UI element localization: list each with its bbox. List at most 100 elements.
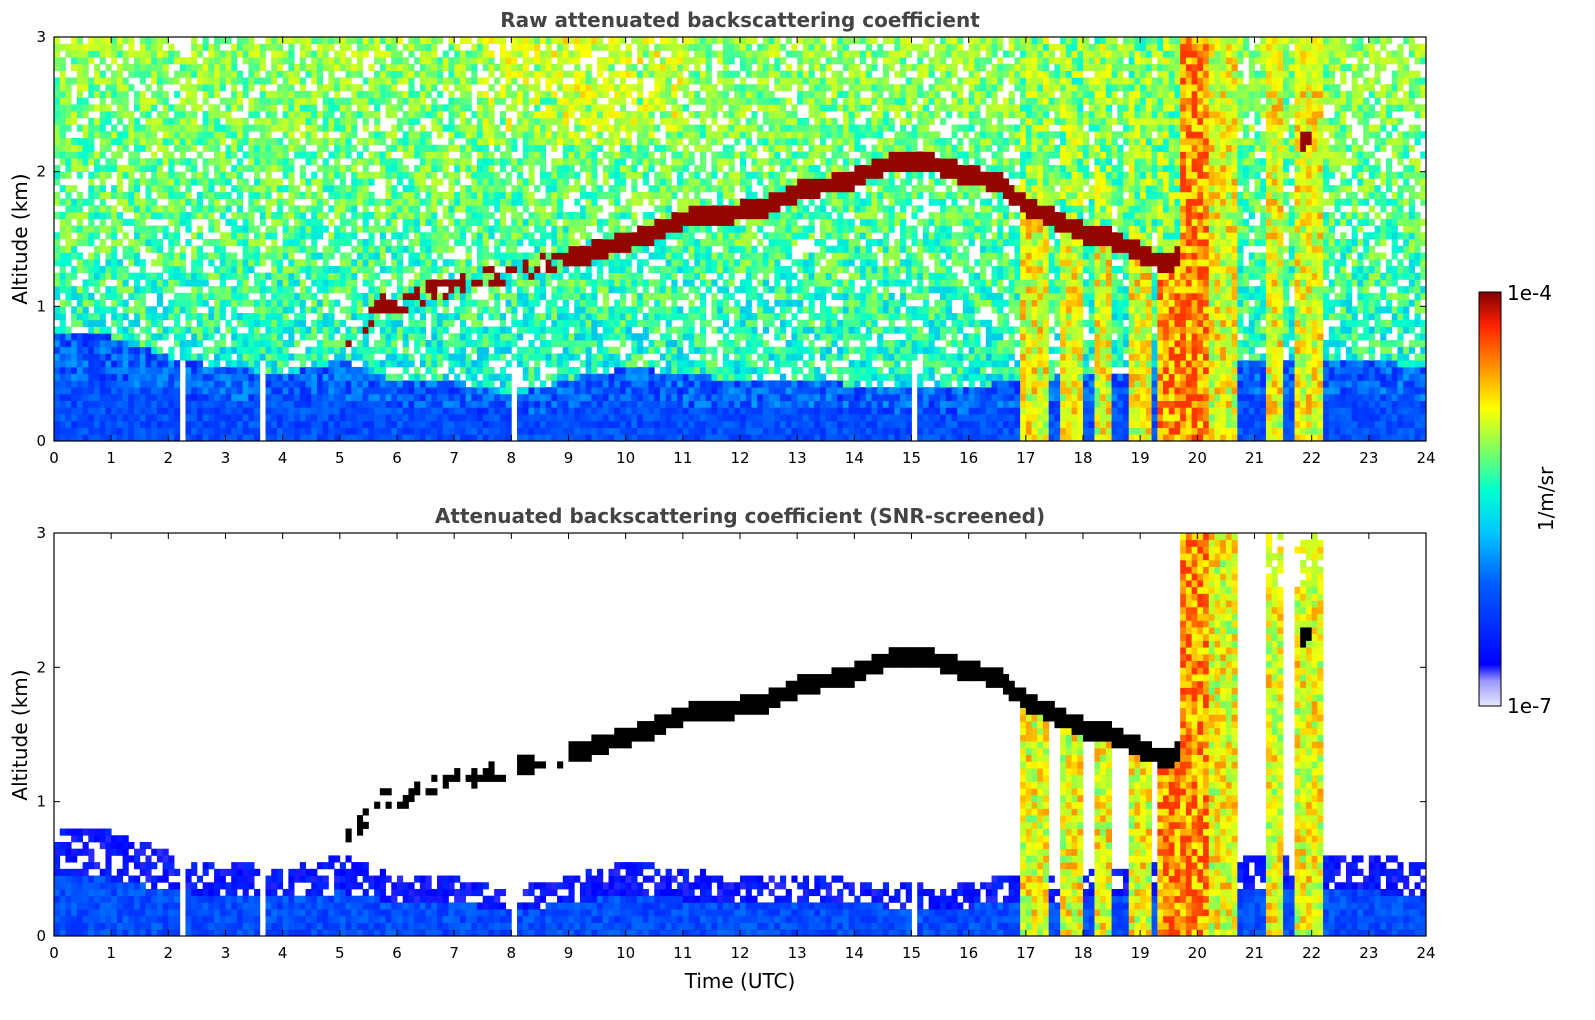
heatmap-cell [483,50,489,57]
heatmap-cell [368,286,374,293]
heatmap-cell [157,98,163,105]
heatmap-cell [340,394,346,401]
heatmap-cell [306,347,312,354]
heatmap-cell [551,185,557,192]
heatmap-cell [174,293,180,300]
heatmap-cell [557,380,563,387]
heatmap-cell [448,71,454,78]
heatmap-cell [191,387,197,394]
heatmap-cell [374,421,380,428]
heatmap-cell [288,131,294,138]
heatmap-cell [494,138,500,145]
heatmap-cell [220,306,226,313]
heatmap-cell [431,226,437,233]
heatmap-cell [123,125,129,132]
heatmap-cell [448,333,454,340]
heatmap-cell [551,104,557,111]
heatmap-cell [431,232,437,239]
heatmap-cell [168,239,174,246]
heatmap-cell [437,57,443,64]
heatmap-cell [471,367,477,374]
heatmap-cell [454,286,460,293]
heatmap-cell [203,394,209,401]
heatmap-cell [551,333,557,340]
heatmap-cell [346,232,352,239]
heatmap-cell [351,192,357,199]
heatmap-cell [311,212,317,219]
heatmap-cell [197,320,203,327]
heatmap-cell [168,306,174,313]
heatmap-cell [454,232,460,239]
heatmap-cell [54,64,60,71]
heatmap-cell [83,313,89,320]
heatmap-cell [477,165,483,172]
heatmap-cell [340,428,346,435]
heatmap-cell [283,71,289,78]
heatmap-cell [431,239,437,246]
heatmap-cell [94,407,100,414]
heatmap-cell [540,252,546,259]
heatmap-cell [363,333,369,340]
heatmap-cell [506,252,512,259]
heatmap-cell [517,434,523,441]
heatmap-cell [294,259,300,266]
heatmap-cell [540,50,546,57]
heatmap-cell [443,232,449,239]
heatmap-cell [288,172,294,179]
heatmap-cell [243,353,249,360]
heatmap-cell [140,71,146,78]
heatmap-cell [77,434,83,441]
heatmap-cell [317,320,323,327]
heatmap-cell [208,306,214,313]
heatmap-cell [88,401,94,408]
heatmap-cell [368,212,374,219]
heatmap-cell [88,138,94,145]
heatmap-cell [534,226,540,233]
heatmap-cell [180,131,186,138]
heatmap-cell [397,333,403,340]
heatmap-cell [346,367,352,374]
heatmap-cell [197,273,203,280]
heatmap-cell [437,300,443,307]
heatmap-cell [386,360,392,367]
heatmap-cell [134,246,140,253]
heatmap-cell [248,57,254,64]
heatmap-cell [414,71,420,78]
heatmap-cell [477,125,483,132]
heatmap-cell [380,394,386,401]
heatmap-cell [105,394,111,401]
heatmap-cell [551,118,557,125]
heatmap-cell [88,252,94,259]
heatmap-cell [426,71,432,78]
heatmap-cell [140,172,146,179]
heatmap-cell [197,407,203,414]
heatmap-cell [466,131,472,138]
heatmap-cell [54,428,60,435]
heatmap-cell [157,50,163,57]
heatmap-cell [231,239,237,246]
heatmap-cell [380,239,386,246]
heatmap-cell [60,131,66,138]
heatmap-cell [534,104,540,111]
heatmap-cell [294,151,300,158]
heatmap-cell [346,252,352,259]
heatmap-cell [105,84,111,91]
heatmap-cell [266,360,272,367]
heatmap-cell [528,320,534,327]
heatmap-cell [506,273,512,280]
heatmap-cell [414,380,420,387]
heatmap-cell [420,401,426,408]
heatmap-cell [511,212,517,219]
heatmap-cell [300,165,306,172]
heatmap-cell [426,414,432,421]
heatmap-cell [494,300,500,307]
heatmap-cell [288,205,294,212]
heatmap-cell [466,387,472,394]
heatmap-cell [311,118,317,125]
heatmap-cell [243,300,249,307]
heatmap-cell [357,50,363,57]
heatmap-cell [334,98,340,105]
heatmap-cell [300,286,306,293]
heatmap-cell [368,138,374,145]
heatmap-cell [323,118,329,125]
